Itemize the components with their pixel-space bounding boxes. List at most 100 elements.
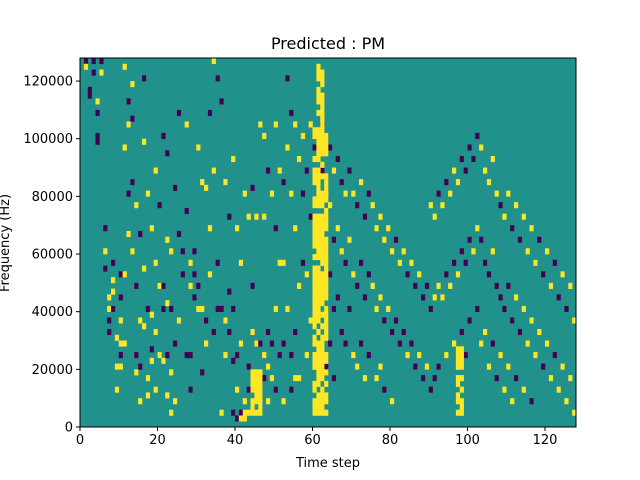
heatmap-cell-high <box>440 294 445 301</box>
heatmap-cell-high <box>320 340 325 347</box>
heatmap-cell-high <box>548 282 554 289</box>
heatmap-cell-high <box>312 363 317 370</box>
heatmap-cell-high <box>401 248 406 255</box>
heatmap-cell-high <box>568 375 573 382</box>
heatmap-cell-high <box>145 375 151 382</box>
heatmap-cell-high <box>324 317 329 324</box>
heatmap-cell-high <box>316 392 321 399</box>
heatmap-cell-high <box>459 352 464 359</box>
heatmap-cell-low <box>211 328 216 336</box>
heatmap-cell-high <box>169 248 174 255</box>
heatmap-cell-high <box>242 190 247 197</box>
heatmap-cell-high <box>486 179 492 186</box>
heatmap-cell-high <box>316 277 321 284</box>
heatmap-cell-high <box>316 184 321 191</box>
y-tick-label: 100000 <box>23 132 73 147</box>
heatmap-cell-high <box>138 398 143 405</box>
heatmap-cell-high <box>316 219 321 226</box>
heatmap-cell-low <box>436 190 441 197</box>
heatmap-cell-high <box>316 190 321 197</box>
heatmap-cell-high <box>320 81 325 88</box>
heatmap-cell-high <box>118 363 123 370</box>
y-tick-label: 80000 <box>32 190 73 205</box>
heatmap-cell-low <box>246 386 251 393</box>
heatmap-plot <box>80 58 577 427</box>
heatmap-cell-high <box>242 398 247 405</box>
heatmap-cell-high <box>165 392 170 399</box>
heatmap-cell-high <box>312 156 317 163</box>
heatmap-cell-high <box>564 398 569 405</box>
heatmap-cell-low <box>328 144 333 151</box>
heatmap-cell-high <box>254 375 259 382</box>
heatmap-cell-low <box>514 375 519 382</box>
heatmap-cell-high <box>506 190 511 197</box>
heatmap-cell-high <box>293 225 298 232</box>
heatmap-cell-high <box>316 132 321 140</box>
heatmap-cell-high <box>200 305 205 312</box>
heatmap-cell-high <box>324 334 329 341</box>
heatmap-cell-high <box>184 121 189 128</box>
heatmap-cell-high <box>455 346 461 353</box>
heatmap-cell-high <box>273 121 278 128</box>
heatmap-cell-high <box>316 311 321 318</box>
heatmap-cell-high <box>254 380 259 387</box>
heatmap-cell-low <box>335 156 340 163</box>
heatmap-cell-high <box>324 207 329 214</box>
heatmap-cell-high <box>316 254 321 261</box>
heatmap-cell-low <box>87 92 92 99</box>
heatmap-cell-high <box>324 138 329 145</box>
heatmap-cell-high <box>339 248 344 255</box>
heatmap-cell-low <box>173 184 178 191</box>
heatmap-cell-low <box>331 305 337 312</box>
heatmap-cell-high <box>316 317 321 324</box>
heatmap-cell-high <box>316 352 321 359</box>
y-axis-label: Frequency (Hz) <box>0 194 13 292</box>
heatmap-cell-high <box>312 236 317 243</box>
heatmap-cell-high <box>320 334 325 341</box>
heatmap-cell-high <box>529 225 534 232</box>
heatmap-cell-high <box>479 144 484 151</box>
heatmap-cell-high <box>316 248 321 255</box>
heatmap-cell-low <box>269 340 275 347</box>
heatmap-cell-low <box>324 363 329 370</box>
x-tick-label: 0 <box>76 433 84 448</box>
y-tick-label: 120000 <box>23 75 73 90</box>
heatmap-cell-high <box>320 161 325 168</box>
heatmap-cell-high <box>320 392 325 399</box>
heatmap-cell-low <box>308 213 313 220</box>
heatmap-cell-high <box>455 352 461 359</box>
heatmap-cell-high <box>324 328 329 336</box>
heatmap-cell-low <box>188 386 193 393</box>
heatmap-cell-high <box>254 340 259 347</box>
heatmap-cell-high <box>459 386 464 393</box>
heatmap-cell-high <box>510 398 515 405</box>
heatmap-cell-high <box>320 386 325 393</box>
heatmap-cell-low <box>138 230 143 238</box>
heatmap-cell-high <box>455 398 461 405</box>
heatmap-cell-high <box>502 386 507 393</box>
heatmap-cell-high <box>134 369 139 376</box>
heatmap-cell-high <box>320 75 325 82</box>
heatmap-cell-low <box>459 156 464 163</box>
heatmap-cell-low <box>192 248 197 255</box>
x-axis: 0 20 40 60 80 100 120 <box>76 427 557 448</box>
heatmap-cell-high <box>316 202 321 209</box>
heatmap-cell-low <box>413 363 418 370</box>
heatmap-cell-high <box>316 357 321 364</box>
heatmap-cell-high <box>459 375 464 382</box>
heatmap-cell-low <box>91 69 96 76</box>
heatmap-cell-high <box>312 323 317 330</box>
heatmap-cell-high <box>347 236 352 243</box>
heatmap-cell-low <box>142 75 147 82</box>
heatmap-cell-high <box>444 352 449 359</box>
heatmap-cell-low <box>134 282 139 289</box>
heatmap-cell-high <box>324 132 329 140</box>
heatmap-cell-high <box>126 121 131 128</box>
heatmap-cell-low <box>180 271 185 278</box>
heatmap-cell-high <box>122 271 127 278</box>
heatmap-cell-high <box>312 225 317 232</box>
plot-frame <box>79 57 577 428</box>
heatmap-cell-high <box>316 144 321 151</box>
heatmap-cell-high <box>545 340 550 347</box>
heatmap-cell-high <box>320 288 325 295</box>
